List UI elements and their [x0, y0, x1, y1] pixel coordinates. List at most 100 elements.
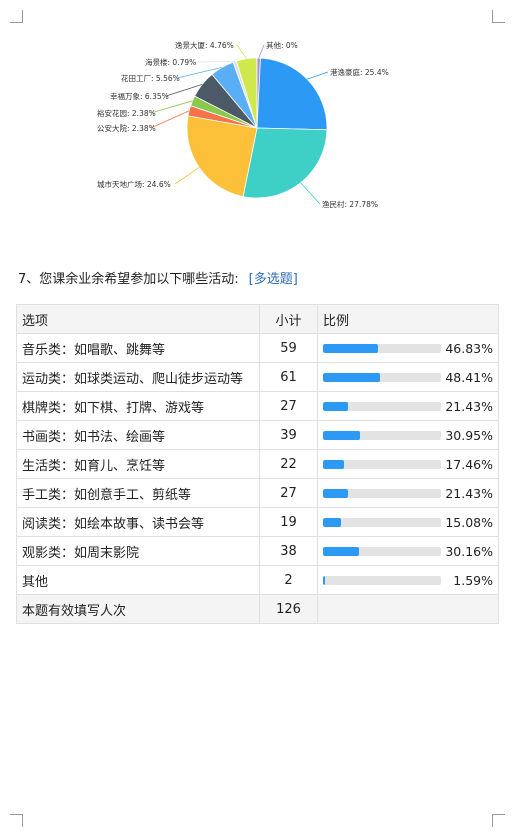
crop-mark-bottom-right [492, 814, 505, 827]
pie-leader-line [300, 182, 321, 205]
table-row: 书画类：如书法、绘画等 39 30.95% [16, 420, 499, 450]
pie-leader-line [150, 100, 193, 114]
pie-leader-line [258, 44, 265, 59]
table-row: 棋牌类：如下棋、打牌、游戏等 27 21.43% [16, 391, 499, 421]
progress-fill [323, 488, 349, 498]
percent-label: 15.08% [445, 514, 493, 530]
percent-label: 46.83% [445, 340, 493, 356]
option-label: 生活类：如育儿、烹饪等 [16, 449, 260, 479]
progress-bar [323, 488, 441, 498]
count-cell: 2 [259, 565, 318, 595]
percent-label: 30.95% [445, 427, 493, 443]
count-cell: 39 [259, 420, 318, 450]
ratio-cell: 21.43% [317, 478, 499, 508]
progress-fill [323, 546, 359, 556]
question-title: 7、您课余业余希望参加以下哪些活动: [多选题] [18, 268, 298, 287]
progress-bar [323, 430, 441, 440]
progress-fill [323, 372, 381, 382]
progress-fill [323, 430, 360, 440]
table-header-row: 选项 小计 比例 [16, 304, 499, 334]
count-cell: 61 [259, 362, 318, 392]
pie-slice-label: 城市天地广场: 24.6% [97, 179, 171, 189]
percent-label: 21.43% [445, 485, 493, 501]
ratio-cell: 30.95% [317, 420, 499, 450]
progress-bar [323, 343, 441, 353]
option-label: 其他 [16, 565, 260, 595]
question-type-label: [多选题] [248, 272, 298, 287]
pie-slice-label: 渔民村: 27.78% [322, 199, 378, 209]
pie-slice-label: 其他: 0% [266, 40, 298, 50]
table-row: 其他 2 1.59% [16, 565, 499, 595]
header-count: 小计 [259, 304, 318, 334]
progress-bar [323, 459, 441, 469]
total-label: 本题有效填写人次 [16, 594, 260, 624]
option-label: 棋牌类：如下棋、打牌、游戏等 [16, 391, 260, 421]
progress-bar [323, 546, 441, 556]
pie-leader-line [176, 66, 223, 79]
ratio-cell: 17.46% [317, 449, 499, 479]
count-cell: 38 [259, 536, 318, 566]
progress-bar [323, 401, 441, 411]
table-row: 观影类：如周末影院 38 30.16% [16, 536, 499, 566]
crop-mark-top-left [10, 10, 23, 23]
total-row: 本题有效填写人次 126 [16, 594, 499, 624]
progress-bar [323, 372, 441, 382]
percent-label: 21.43% [445, 398, 493, 414]
table-row: 音乐类：如唱歌、跳舞等 59 46.83% [16, 333, 499, 363]
table-row: 阅读类：如绘本故事、读书会等 19 15.08% [16, 507, 499, 537]
result-table: 选项 小计 比例 音乐类：如唱歌、跳舞等 59 46.83% 运动类：如球类运动、爬山… [16, 304, 499, 624]
ratio-cell: 1.59% [317, 565, 499, 595]
ratio-cell: 15.08% [317, 507, 499, 537]
progress-fill [323, 575, 325, 585]
ratio-cell: 46.83% [317, 333, 499, 363]
pie-slice-label: 幸福万象: 6.35% [110, 91, 169, 101]
ratio-cell: 30.16% [317, 536, 499, 566]
pie-slice-label: 港逸豪庭: 25.4% [330, 67, 389, 77]
count-cell: 19 [259, 507, 318, 537]
question-text: 7、您课余业余希望参加以下哪些活动: [18, 272, 239, 287]
pie-slice [256, 57, 328, 131]
progress-fill [323, 517, 341, 527]
crop-mark-bottom-left [10, 814, 23, 827]
pie-slice-label: 裕安花园: 2.38% [97, 108, 156, 118]
pie-slice-label: 花田工厂: 5.56% [121, 73, 180, 83]
crop-mark-top-right [492, 10, 505, 23]
ratio-cell: 48.41% [317, 362, 499, 392]
percent-label: 30.16% [445, 543, 493, 559]
option-label: 观影类：如周末影院 [16, 536, 260, 566]
table-row: 手工类：如创意手工、剪纸等 27 21.43% [16, 478, 499, 508]
pie-slice-label: 逸景大厦: 4.76% [175, 40, 234, 50]
table-row: 生活类：如育儿、烹饪等 22 17.46% [16, 449, 499, 479]
count-cell: 27 [259, 391, 318, 421]
pie-leader-line [174, 167, 200, 185]
progress-bar [323, 517, 441, 527]
progress-bar [323, 575, 441, 585]
count-cell: 59 [259, 333, 318, 363]
header-option: 选项 [16, 304, 260, 334]
option-label: 书画类：如书法、绘画等 [16, 420, 260, 450]
option-label: 阅读类：如绘本故事、读书会等 [16, 507, 260, 537]
ratio-cell: 21.43% [317, 391, 499, 421]
pie-slice-label: 公安大院: 2.38% [97, 123, 156, 133]
pie-slice [242, 127, 328, 199]
percent-label: 1.59% [453, 572, 493, 588]
table-row: 运动类：如球类运动、爬山徒步运动等 61 48.41% [16, 362, 499, 392]
option-label: 手工类：如创意手工、剪纸等 [16, 478, 260, 508]
pie-slice [186, 115, 258, 198]
pie-leader-line [236, 44, 247, 60]
progress-fill [323, 459, 344, 469]
pie-leader-line [150, 110, 190, 129]
option-label: 音乐类：如唱歌、跳舞等 [16, 333, 260, 363]
count-cell: 22 [259, 449, 318, 479]
residence-pie-chart: 港逸豪庭: 25.4% 渔民村: 27.78% 城市天地广场: 24.6% 公安大院:… [97, 40, 389, 209]
pie-slice-label: 海景楼: 0.79% [145, 57, 196, 67]
percent-label: 48.41% [445, 369, 493, 385]
option-label: 运动类：如球类运动、爬山徒步运动等 [16, 362, 260, 392]
percent-label: 17.46% [445, 456, 493, 472]
count-cell: 27 [259, 478, 318, 508]
header-ratio: 比例 [317, 304, 499, 334]
pie-leader-line [306, 71, 329, 80]
pie-leader-line [165, 83, 203, 97]
total-count: 126 [259, 594, 318, 624]
progress-fill [323, 343, 379, 353]
